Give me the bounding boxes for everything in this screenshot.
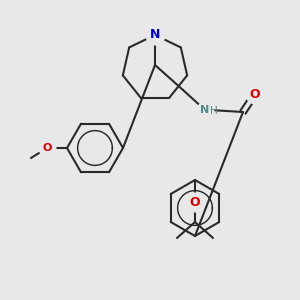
Text: O: O [250, 88, 260, 100]
Text: O: O [42, 143, 52, 153]
Text: N: N [200, 105, 210, 115]
Text: O: O [190, 196, 200, 208]
Text: H: H [210, 106, 218, 116]
Text: N: N [150, 28, 160, 41]
